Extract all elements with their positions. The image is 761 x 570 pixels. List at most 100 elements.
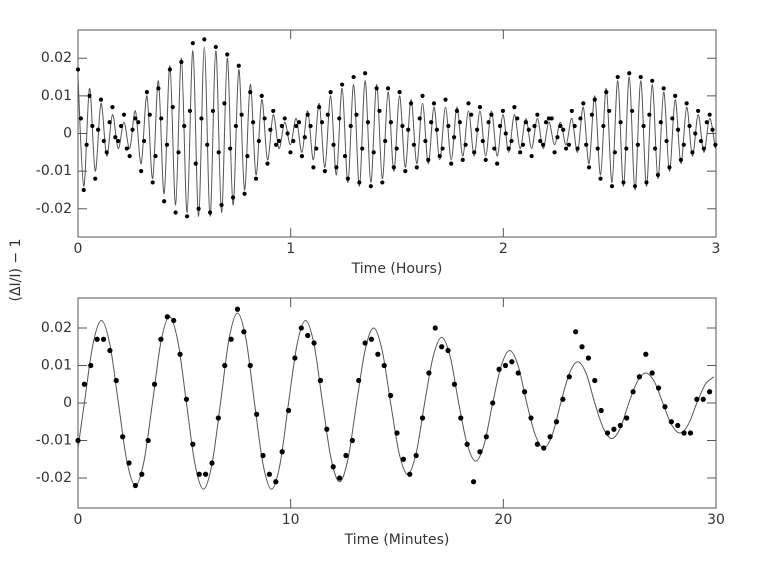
data-point bbox=[141, 138, 147, 144]
data-point bbox=[497, 123, 503, 129]
data-point bbox=[311, 340, 317, 346]
data-point bbox=[687, 123, 692, 129]
data-point bbox=[147, 112, 152, 117]
data-point bbox=[541, 445, 547, 451]
data-point bbox=[228, 336, 234, 342]
data-point bbox=[380, 180, 385, 185]
data-point bbox=[311, 165, 316, 170]
data-point bbox=[518, 150, 523, 155]
data-point bbox=[202, 37, 207, 42]
data-point bbox=[308, 123, 313, 129]
data-point bbox=[345, 176, 350, 181]
data-point bbox=[150, 180, 155, 185]
data-point bbox=[173, 210, 178, 215]
data-point bbox=[228, 146, 233, 151]
data-point bbox=[457, 120, 462, 125]
data-point bbox=[553, 419, 560, 425]
data-point bbox=[460, 157, 465, 162]
data-point bbox=[509, 359, 515, 365]
data-point bbox=[670, 116, 675, 121]
data-point bbox=[693, 131, 698, 136]
y-tick-label: 0.02 bbox=[41, 50, 72, 66]
data-point bbox=[502, 362, 509, 369]
data-point bbox=[470, 479, 477, 485]
data-point bbox=[630, 108, 635, 114]
data-point bbox=[503, 131, 508, 136]
data-point bbox=[662, 404, 668, 410]
data-point bbox=[407, 471, 413, 477]
data-point bbox=[144, 90, 150, 95]
data-point bbox=[322, 169, 328, 174]
data-point bbox=[426, 370, 432, 376]
data-point bbox=[572, 123, 577, 129]
data-point bbox=[650, 78, 655, 83]
data-point bbox=[451, 381, 458, 387]
data-point bbox=[385, 86, 391, 91]
data-point bbox=[365, 120, 371, 125]
data-point bbox=[621, 180, 626, 185]
data-point bbox=[618, 120, 623, 125]
data-point bbox=[641, 123, 646, 129]
data-point bbox=[317, 377, 324, 384]
data-point bbox=[543, 120, 549, 125]
data-point bbox=[219, 202, 224, 208]
data-point bbox=[535, 112, 540, 117]
data-point bbox=[199, 116, 204, 121]
data-point bbox=[454, 108, 460, 114]
data-point bbox=[592, 377, 598, 384]
data-point bbox=[107, 347, 113, 354]
data-point bbox=[368, 336, 375, 342]
data-point bbox=[403, 169, 408, 174]
data-point bbox=[336, 475, 343, 481]
data-point bbox=[282, 116, 287, 121]
data-point bbox=[431, 101, 437, 106]
data-point bbox=[368, 184, 373, 189]
data-point bbox=[139, 169, 144, 174]
data-point bbox=[177, 351, 183, 357]
data-point bbox=[324, 426, 330, 432]
data-point bbox=[611, 426, 617, 432]
data-point bbox=[547, 434, 553, 440]
data-point bbox=[171, 317, 177, 324]
data-point bbox=[400, 123, 405, 129]
data-point bbox=[635, 142, 640, 147]
data-point bbox=[207, 210, 213, 215]
data-point bbox=[469, 112, 474, 117]
data-point bbox=[432, 325, 438, 331]
data-point bbox=[704, 120, 709, 125]
data-point bbox=[164, 142, 170, 147]
data-point bbox=[449, 161, 454, 166]
data-point bbox=[113, 135, 118, 140]
data-point bbox=[643, 351, 649, 357]
data-point bbox=[661, 86, 666, 91]
data-point bbox=[668, 419, 674, 425]
data-point bbox=[528, 415, 534, 421]
data-point bbox=[477, 105, 483, 110]
data-point bbox=[124, 146, 129, 151]
data-point bbox=[273, 142, 279, 147]
data-point bbox=[118, 123, 124, 129]
data-point bbox=[242, 191, 247, 196]
data-point bbox=[710, 127, 715, 132]
data-point bbox=[340, 82, 345, 87]
data-point bbox=[81, 381, 87, 387]
data-point bbox=[617, 422, 623, 429]
data-point bbox=[512, 105, 517, 110]
data-point bbox=[649, 370, 655, 376]
data-point bbox=[690, 150, 695, 155]
data-point bbox=[707, 389, 713, 395]
data-point bbox=[388, 120, 394, 125]
data-point bbox=[381, 362, 387, 369]
data-point bbox=[170, 105, 175, 110]
data-point bbox=[687, 430, 694, 436]
data-point bbox=[100, 336, 107, 342]
data-point bbox=[107, 120, 112, 125]
data-point bbox=[132, 482, 139, 489]
data-point bbox=[509, 138, 514, 144]
data-point bbox=[566, 374, 572, 380]
data-point bbox=[414, 165, 419, 170]
data-point bbox=[452, 135, 457, 140]
data-point bbox=[203, 471, 209, 477]
data-point bbox=[288, 150, 293, 155]
x-axis-label: Time (Minutes) bbox=[344, 532, 450, 548]
